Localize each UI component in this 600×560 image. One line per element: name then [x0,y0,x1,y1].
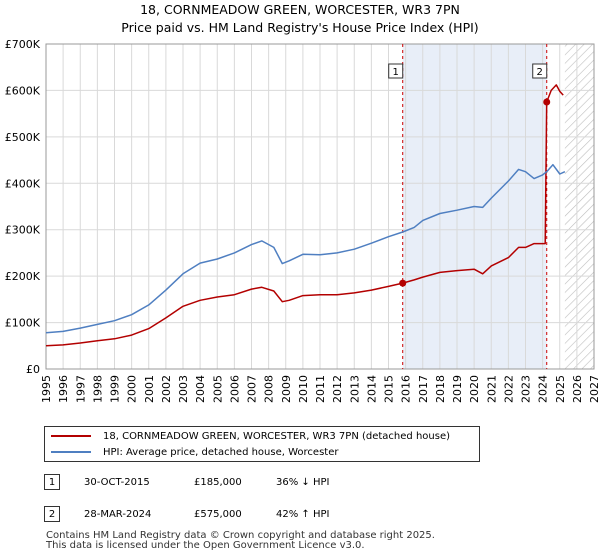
x-tick-label: 2009 [280,375,293,403]
plot-frame [45,43,595,370]
transaction-marker: 1 [44,474,60,490]
x-tick-label: 2011 [314,375,327,403]
legend-label-hpi: HPI: Average price, detached house, Worc… [103,446,339,458]
x-tick-label: 1999 [109,375,122,403]
transaction-date: 28-MAR-2024 [84,508,152,520]
x-tick-label: 2006 [228,375,241,403]
x-tick-label: 1997 [74,375,87,403]
x-tick-label: 2021 [485,375,498,403]
footer-attribution: Contains HM Land Registry data © Crown c… [46,531,435,551]
hpi-line [45,163,566,334]
legend-swatch-hpi [51,451,91,453]
transaction-hpi-change: 42% ↑ HPI [276,508,330,520]
y-tick-label: £500K [5,131,41,144]
transaction-hpi-change: 36% ↓ HPI [276,476,330,488]
sale-marker-box [532,63,548,79]
legend-label-price: 18, CORNMEADOW GREEN, WORCESTER, WR3 7PN… [103,430,451,442]
footer-line-1: Contains HM Land Registry data © Crown c… [46,530,435,541]
x-tick-label: 2004 [194,375,207,403]
x-tick-label: 1995 [40,375,53,403]
x-tick-label: 2015 [383,375,396,403]
forecast-hatch [564,44,594,369]
chart-title: 18, CORNMEADOW GREEN, WORCESTER, WR3 7PN [140,2,460,17]
x-tick-label: 2012 [331,375,344,403]
x-tick-label: 2007 [246,375,259,403]
chart-legend: 18, CORNMEADOW GREEN, WORCESTER, WR3 7PN… [44,426,480,462]
legend-item-hpi: HPI: Average price, detached house, Worc… [51,445,338,459]
y-tick-label: £200K [5,270,41,283]
x-tick-label: 2017 [417,375,430,403]
y-tick-label: £100K [5,317,41,330]
x-tick-label: 2008 [263,375,276,403]
sale-marker-label: 2 [537,67,543,78]
y-tick-label: £600K [5,84,41,97]
x-tick-label: 2026 [571,375,584,403]
transaction-price: £575,000 [194,508,242,520]
x-tick-label: 2002 [160,375,173,403]
price-paid-line [45,84,564,347]
x-tick-label: 2016 [400,375,413,403]
x-tick-label: 2013 [348,375,361,403]
chart-subtitle: Price paid vs. HM Land Registry's House … [121,20,479,35]
price-chart: £0 £100K £200K £300K £400K £500K £600K £700K 199… [5,38,600,403]
transaction-row: 2 28-MAR-2024 £575,000 42% ↑ HPI [44,506,329,522]
y-tick-label: £300K [5,224,41,237]
footer-line-2: This data is licensed under the Open Gov… [46,540,365,551]
sale-marker-label: 1 [393,67,399,78]
transaction-price: £185,000 [194,476,242,488]
x-tick-label: 2000 [126,375,139,403]
x-tick-label: 2022 [502,375,515,403]
transaction-marker: 2 [44,506,60,522]
y-tick-label: £0 [26,363,40,376]
sale-marker-box [388,63,404,79]
legend-item-price: 18, CORNMEADOW GREEN, WORCESTER, WR3 7PN… [51,429,450,443]
x-tick-label: 1998 [91,375,104,403]
x-tick-label: 2020 [468,375,481,403]
x-tick-label: 2003 [177,375,190,403]
x-tick-label: 2023 [520,375,533,403]
x-tick-label: 2025 [554,375,567,403]
y-tick-label: £700K [5,38,41,51]
x-tick-label: 2027 [588,375,600,403]
y-tick-label: £400K [5,177,41,190]
x-tick-label: 2018 [434,375,447,403]
legend-swatch-price [51,435,91,437]
x-tick-label: 2014 [365,375,378,403]
x-tick-label: 2001 [143,375,156,403]
transaction-row: 1 30-OCT-2015 £185,000 36% ↓ HPI [44,474,329,490]
x-tick-label: 2005 [211,375,224,403]
sale-point [399,279,407,287]
x-tick-label: 2024 [537,375,550,403]
x-tick-label: 2010 [297,375,310,403]
sale-point [543,98,551,106]
transaction-date: 30-OCT-2015 [84,476,150,488]
x-tick-label: 1996 [57,375,70,403]
x-tick-label: 2019 [451,375,464,403]
